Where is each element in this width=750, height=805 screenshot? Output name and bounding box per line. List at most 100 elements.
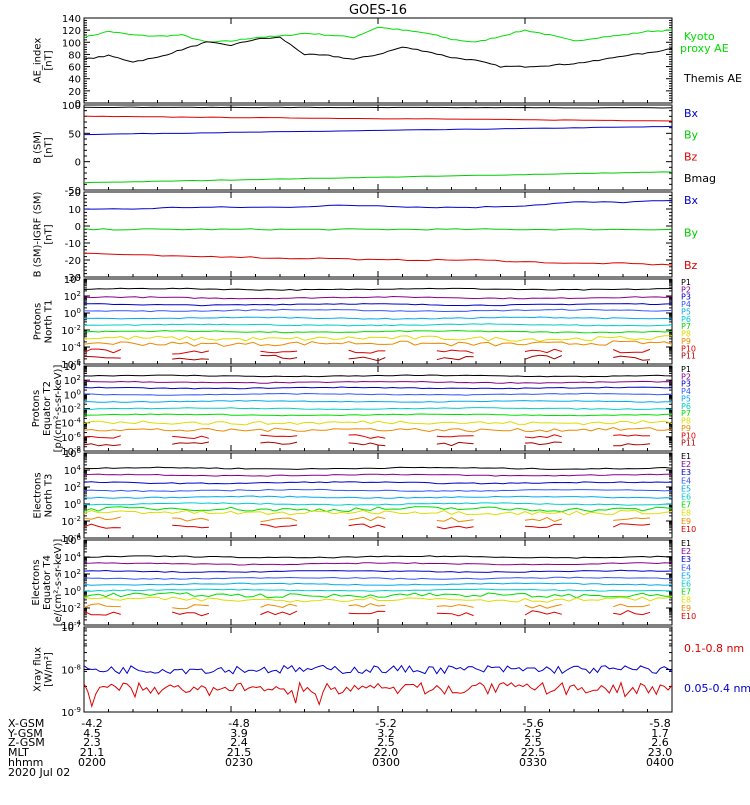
channel-e10-segment — [437, 526, 474, 528]
legend-kyoto-proxy: proxy AE — [680, 42, 729, 55]
series-by — [84, 172, 672, 183]
series-kyoto-proxy-ae — [84, 27, 672, 42]
y-axis-label: B (SM)[nT] — [33, 131, 55, 164]
y-tick-label: 10-6 — [61, 431, 81, 444]
channel-p10-segment — [613, 435, 650, 436]
channel-p8 — [84, 421, 672, 425]
legend-entry: By — [684, 227, 699, 240]
legend-entry: P11 — [681, 439, 696, 448]
series-bz — [84, 253, 672, 265]
series-bmag — [84, 107, 672, 108]
y-tick-label: 10-9 — [61, 706, 81, 719]
footer-value: 0200 — [78, 756, 106, 769]
panel-1: 020406080100120140AE_index[nT]Kyotoproxy… — [33, 14, 742, 110]
channel-p10-segment — [525, 349, 562, 352]
y-axis-label-line: [W/m²] — [44, 652, 55, 687]
y-tick-label: 106 — [64, 447, 82, 460]
channel-p5 — [84, 317, 672, 319]
y-axis-label-line: B (SM)-IGRF (SM) — [33, 192, 44, 278]
channel-e10-segment — [260, 611, 297, 615]
channel-p9 — [84, 341, 672, 347]
channel-p10-segment — [349, 350, 386, 353]
channel-e9-segment — [349, 517, 386, 521]
y-tick-label: 100 — [64, 498, 81, 511]
channel-p10-segment — [525, 435, 562, 438]
legend-themis: Themis AE — [683, 72, 742, 85]
y-tick-label: 100 — [64, 585, 81, 598]
channel-e5 — [84, 496, 672, 498]
channel-e9-segment — [613, 518, 650, 521]
legend-entry: Bx — [684, 107, 699, 120]
series-bx — [84, 201, 672, 210]
channel-p10-segment — [349, 435, 386, 439]
y-axis-label-line: Equator T4 — [42, 555, 53, 610]
y-tick-label: 10-4 — [61, 341, 81, 354]
channel-p2 — [84, 297, 672, 299]
channel-p11-segment — [84, 444, 121, 446]
channel-p10-segment — [172, 436, 209, 438]
legend-xray-short: 0.05-0.4 nm — [684, 682, 750, 695]
channel-p11-segment — [613, 356, 650, 360]
plot-title: GOES-16 — [349, 3, 407, 18]
y-axis-label-line: [nT] — [44, 224, 55, 244]
y-tick-label: 102 — [64, 568, 81, 581]
channel-p11-segment — [172, 358, 209, 360]
channel-p10-segment — [437, 350, 474, 353]
channel-p1 — [84, 288, 672, 290]
y-axis-label: AE_index[nT] — [33, 38, 55, 84]
legend-entry: P11 — [681, 352, 696, 361]
y-tick-label: 102 — [64, 481, 81, 494]
y-axis-label-line: Protons — [33, 303, 44, 340]
y-tick-label: 104 — [64, 551, 82, 564]
channel-e10-segment — [525, 524, 562, 527]
y-tick-label: 20 — [68, 87, 81, 98]
y-tick-label: 120 — [62, 26, 81, 37]
channel-e1 — [84, 467, 672, 469]
y-axis-label-line: Electrons — [33, 472, 44, 518]
legend-entry: By — [684, 129, 699, 142]
channel-e4 — [84, 577, 672, 579]
legend-entry: E10 — [681, 525, 696, 534]
y-axis-label-line: Electrons — [31, 559, 42, 605]
channel-e5 — [84, 583, 672, 585]
series-themis-ae — [84, 37, 672, 67]
channel-p11-segment — [349, 443, 386, 446]
y-tick-label: 10-2 — [61, 403, 81, 416]
y-tick-label: 10-7 — [61, 621, 81, 634]
channel-e10-segment — [84, 611, 121, 615]
channel-e1 — [84, 556, 672, 558]
y-tick-label: 102 — [64, 290, 81, 303]
channel-e9-segment — [260, 604, 297, 607]
y-axis-label-line: B (SM) — [33, 131, 44, 164]
y-tick-label: 140 — [62, 14, 81, 25]
channel-p7 — [84, 331, 672, 333]
y-tick-label: 100 — [62, 101, 81, 112]
y-axis-label-line: North T1 — [44, 300, 55, 344]
channel-p11-segment — [525, 442, 562, 445]
y-axis-label-line: [p/(cm²-s-sr-keV)] — [53, 365, 64, 453]
channel-e10-segment — [525, 611, 562, 615]
y-tick-label: 10-2 — [61, 602, 81, 615]
y-tick-label: 80 — [68, 50, 81, 61]
channel-e8 — [84, 597, 672, 602]
y-axis-label-line: Protons — [31, 390, 42, 427]
channel-p7 — [84, 414, 672, 416]
y-axis-label-line: [nT] — [44, 137, 55, 157]
xray-series-1 — [84, 665, 672, 673]
channel-e2 — [84, 474, 672, 476]
legend-entry: Bz — [684, 150, 698, 163]
channel-p6 — [84, 324, 672, 326]
channel-e9-segment — [525, 605, 562, 609]
y-axis-label-line: North T3 — [44, 474, 55, 518]
series-bx — [84, 126, 672, 134]
channel-e10-segment — [172, 612, 209, 616]
channel-e3 — [84, 570, 672, 572]
